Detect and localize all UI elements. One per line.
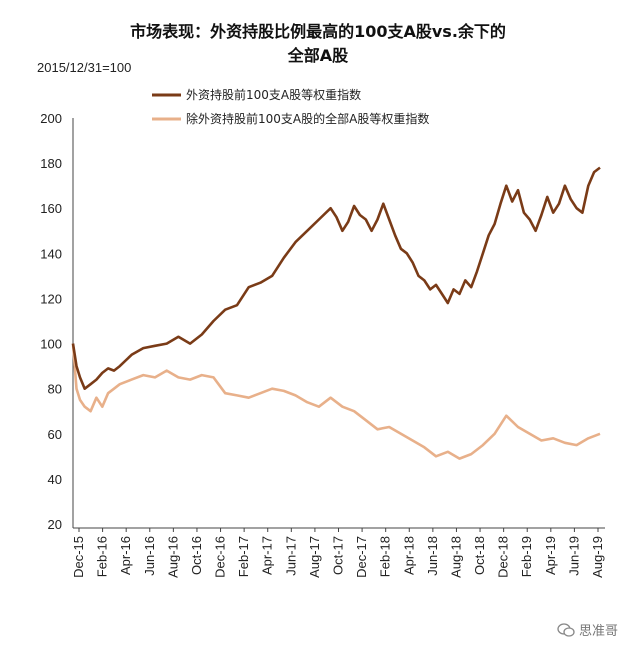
- legend: 外资持股前100支A股等权重指数 除外资持股前100支A股的全部A股等权重指数: [152, 87, 429, 126]
- x-tick-label: Dec-18: [496, 536, 511, 578]
- legend-label-series-2: 除外资持股前100支A股的全部A股等权重指数: [186, 111, 429, 126]
- y-tick-label: 40: [48, 472, 62, 487]
- y-tick-label: 100: [40, 337, 62, 352]
- x-tick-label: Jun-16: [142, 536, 157, 576]
- series-line-2: [71, 343, 601, 460]
- x-tick-label: Oct-17: [331, 536, 346, 575]
- x-tick-label: Apr-18: [401, 536, 416, 575]
- x-tick-label: Dec-17: [354, 536, 369, 578]
- y-tick-label: 120: [40, 291, 62, 306]
- y-tick-label: 180: [40, 156, 62, 171]
- x-tick-label: Aug-19: [590, 536, 605, 578]
- y-tick-label: 20: [48, 517, 62, 532]
- x-tick-label: Apr-16: [118, 536, 133, 575]
- x-tick-label: Aug-16: [165, 536, 180, 578]
- x-tick-label: Jun-19: [566, 536, 581, 576]
- x-tick-label: Feb-17: [236, 536, 251, 577]
- y-tick-label: 140: [40, 246, 62, 261]
- wechat-icon: [557, 622, 575, 637]
- series-line-1: [71, 166, 601, 391]
- y-tick-labels: 20 40 60 80 100 120 140 160 180 200: [40, 111, 62, 532]
- x-tick-label: Oct-18: [472, 536, 487, 575]
- y-tick-label: 200: [40, 111, 62, 126]
- series-lines: [71, 166, 601, 460]
- y-tick-label: 160: [40, 201, 62, 216]
- legend-label-series-1: 外资持股前100支A股等权重指数: [186, 87, 361, 102]
- x-tick-label: Aug-18: [448, 536, 463, 578]
- watermark-text: 思准哥: [578, 624, 618, 639]
- y-tick-label: 60: [48, 427, 62, 442]
- x-tick-label: Feb-19: [519, 536, 534, 577]
- y-tick-label: 80: [48, 382, 62, 397]
- x-tick-label: Feb-18: [378, 536, 393, 577]
- x-tick-label: Dec-15: [71, 536, 86, 578]
- x-tick-label: Oct-16: [189, 536, 204, 575]
- x-tick-label: Feb-16: [95, 536, 110, 577]
- x-tick-labels: Dec-15 Feb-16 Apr-16 Jun-16 Aug-16 Oct-16 Dec-…: [71, 528, 605, 578]
- x-tick-label: Jun-18: [425, 536, 440, 576]
- watermark: 思准哥: [557, 620, 618, 639]
- x-tick-label: Apr-19: [543, 536, 558, 575]
- x-tick-label: Aug-17: [307, 536, 322, 578]
- chart-title-line-1: 市场表现：外资持股比例最高的100支A股vs.余下的: [130, 22, 506, 41]
- x-tick-label: Apr-17: [260, 536, 275, 575]
- chart-subtitle-base: 2015/12/31=100: [37, 60, 131, 75]
- x-tick-label: Jun-17: [283, 536, 298, 576]
- x-tick-label: Dec-16: [213, 536, 228, 578]
- chart-title-line-2: 全部A股: [287, 46, 349, 65]
